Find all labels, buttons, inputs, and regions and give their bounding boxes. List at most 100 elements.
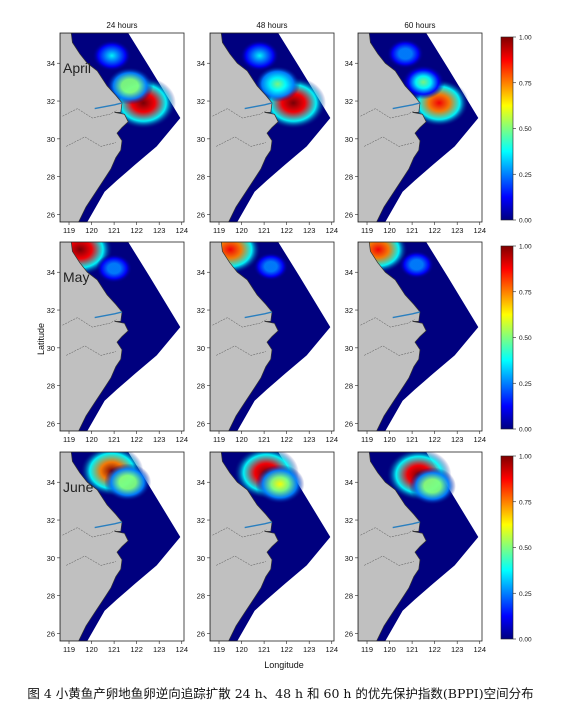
y-tick-label: 26 (197, 419, 205, 428)
colorbar-tick-label: 0.75 (519, 289, 532, 296)
colorbar-tick-label: 0.00 (519, 427, 532, 434)
bppi-hotspot (106, 67, 154, 105)
x-tick-label: 119 (213, 645, 225, 654)
panel-frame (209, 451, 335, 642)
colorbar-tick-label: 1.00 (519, 244, 532, 251)
province-border (216, 345, 266, 356)
bppi-hotspot (399, 250, 435, 279)
y-tick-label: 28 (47, 382, 55, 391)
bppi-hotspot (408, 467, 456, 505)
land-mass (210, 33, 279, 222)
colorbar-tick-label: 1.00 (519, 454, 532, 461)
x-tick-label: 120 (383, 226, 396, 235)
colorbar-tick-label: 0.50 (519, 335, 532, 342)
province-border (364, 136, 414, 147)
province-border (62, 108, 118, 119)
y-tick-label: 32 (345, 516, 353, 525)
bppi-hotspot (386, 38, 424, 69)
x-tick-label: 121 (258, 645, 271, 654)
x-axis-title: Longitude (264, 660, 304, 670)
land-mass (358, 242, 427, 431)
x-tick-label: 124 (473, 645, 486, 654)
x-tick-label: 123 (153, 435, 166, 444)
month-label: May (63, 269, 89, 285)
map-panel (355, 451, 483, 644)
y-tick-label: 32 (345, 97, 353, 106)
yangtze-river (94, 311, 123, 319)
x-tick-label: 122 (428, 226, 441, 235)
colorbar-tick-label: 0.00 (519, 637, 532, 644)
x-tick-label: 120 (383, 435, 396, 444)
x-tick-label: 122 (280, 226, 293, 235)
x-tick-label: 119 (361, 226, 373, 235)
province-border (66, 345, 116, 356)
x-tick-label: 124 (175, 435, 188, 444)
y-tick-label: 34 (47, 478, 55, 487)
colorbar-tick-label: 0.00 (519, 218, 532, 225)
y-tick-label: 26 (345, 629, 353, 638)
x-tick-label: 122 (280, 645, 293, 654)
x-tick-label: 124 (175, 226, 188, 235)
colorbar (500, 36, 514, 221)
y-tick-label: 34 (47, 268, 55, 277)
map-panel (57, 32, 185, 225)
y-tick-label: 30 (47, 554, 55, 563)
yangtze-river (392, 521, 421, 529)
x-tick-label: 121 (406, 226, 419, 235)
bppi-hotspot (240, 40, 280, 72)
y-tick-label: 28 (47, 592, 55, 601)
panel-frame (357, 451, 483, 642)
yangtze-river (244, 311, 273, 319)
x-tick-label: 124 (325, 645, 338, 654)
map-panel (355, 32, 483, 225)
colorbar-tick-label: 0.25 (519, 591, 532, 598)
land-mass (60, 452, 129, 641)
x-tick-label: 120 (383, 645, 396, 654)
y-tick-label: 28 (345, 592, 353, 601)
x-tick-label: 122 (130, 435, 143, 444)
y-tick-label: 32 (345, 306, 353, 315)
x-tick-label: 122 (130, 226, 143, 235)
bppi-hotspot (255, 464, 305, 504)
y-tick-label: 32 (197, 97, 205, 106)
bppi-hotspot (255, 66, 301, 103)
bppi-hotspot (104, 463, 152, 502)
x-tick-label: 124 (175, 645, 188, 654)
y-tick-label: 34 (47, 59, 55, 68)
land-mass (358, 33, 427, 222)
y-tick-label: 30 (345, 344, 353, 353)
province-border (212, 527, 268, 538)
x-tick-label: 121 (108, 645, 121, 654)
y-tick-label: 28 (197, 173, 205, 182)
x-tick-label: 123 (451, 435, 464, 444)
x-tick-label: 123 (451, 226, 464, 235)
panel-frame (357, 241, 483, 432)
x-tick-label: 121 (108, 435, 121, 444)
map-panel (207, 451, 335, 644)
y-tick-label: 26 (345, 210, 353, 219)
y-tick-label: 34 (345, 59, 353, 68)
y-tick-label: 30 (197, 135, 205, 144)
yangtze-river (392, 102, 421, 110)
province-border (62, 317, 118, 328)
y-tick-label: 34 (197, 478, 205, 487)
y-tick-label: 30 (197, 344, 205, 353)
province-border (216, 555, 266, 566)
colorbar (500, 245, 514, 430)
x-tick-label: 123 (303, 645, 316, 654)
colorbar-tick-label: 1.00 (519, 35, 532, 42)
column-title: 60 hours (404, 21, 435, 30)
y-tick-label: 34 (197, 59, 205, 68)
map-panel (207, 32, 335, 225)
land-mass (210, 452, 279, 641)
x-tick-label: 119 (361, 645, 373, 654)
y-tick-label: 26 (197, 210, 205, 219)
figure-caption: 图 4 小黄鱼产卵地鱼卵逆向追踪扩散 24 h、48 h 和 60 h 的优先保… (27, 686, 534, 701)
y-tick-label: 32 (47, 516, 55, 525)
yangtze-river (392, 311, 421, 319)
colorbar-tick-label: 0.50 (519, 126, 532, 133)
x-tick-label: 123 (303, 226, 316, 235)
x-tick-label: 124 (325, 226, 338, 235)
y-tick-label: 28 (197, 592, 205, 601)
